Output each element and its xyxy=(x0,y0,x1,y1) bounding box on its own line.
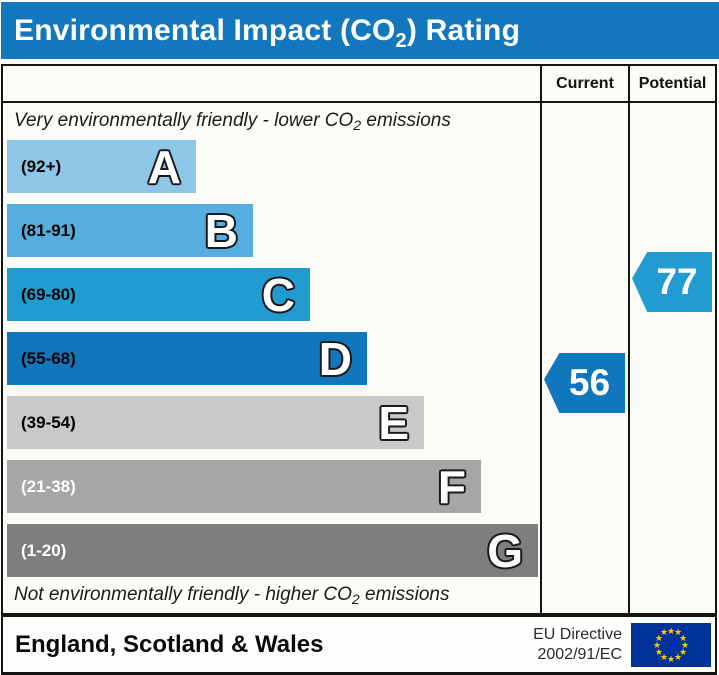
co2-subscript: 2 xyxy=(395,29,407,52)
rating-band-row: (55-68) D xyxy=(7,332,540,396)
footer: England, Scotland & Wales EU Directive 2… xyxy=(1,615,717,675)
caption-bottom-text: Not environmentally friendly - higher CO xyxy=(14,584,352,605)
rating-band-row: (1-20) G xyxy=(7,524,540,588)
eu-flag-star-icon: ★ xyxy=(659,627,669,638)
band-letter: C xyxy=(261,268,295,321)
rating-band-bar: (1-20) G xyxy=(7,524,538,577)
band-letter: B xyxy=(204,204,238,257)
band-letter: D xyxy=(318,332,352,385)
table-header-row: Current Potential xyxy=(3,66,715,103)
rating-band-bar: (55-68) D xyxy=(7,332,367,385)
eu-flag-star-icon: ★ xyxy=(652,639,662,650)
chart-area: Very environmentally friendly - lower CO… xyxy=(3,103,540,613)
potential-column-header: Potential xyxy=(628,66,715,101)
potential-marker: 77 xyxy=(632,252,712,312)
chart-title-bar: Environmental Impact (CO2) Rating xyxy=(1,2,719,59)
table-body: Very environmentally friendly - lower CO… xyxy=(3,103,715,613)
chart-column-header xyxy=(3,66,540,101)
band-range-label: (1-20) xyxy=(21,540,67,560)
rating-band-bar: (21-38) F xyxy=(7,460,481,513)
caption-top: Very environmentally friendly - lower CO… xyxy=(14,110,451,133)
band-range-label: (55-68) xyxy=(21,348,76,368)
rating-band-row: (92+) A xyxy=(7,140,540,204)
current-column: 56 xyxy=(540,103,628,613)
eu-flag-star-icon: ★ xyxy=(666,653,676,664)
band-letter: A xyxy=(147,140,181,193)
band-range-label: (81-91) xyxy=(21,220,76,240)
band-letter: G xyxy=(487,524,523,577)
rating-band-bar: (81-91) B xyxy=(7,204,253,257)
caption-top-suffix: emissions xyxy=(361,110,451,131)
eu-directive-line2: 2002/91/EC xyxy=(537,645,622,663)
rating-table: Current Potential Very environmentally f… xyxy=(1,64,717,615)
band-range-label: (69-80) xyxy=(21,284,76,304)
current-marker: 56 xyxy=(544,353,625,413)
eu-flag-star-icon: ★ xyxy=(654,632,663,643)
caption-bottom-suffix: emissions xyxy=(359,584,450,605)
potential-column: 77 xyxy=(628,103,715,613)
co2-subscript: 2 xyxy=(351,591,360,607)
band-range-label: (39-54) xyxy=(21,412,76,432)
chart-title-suffix: ) Rating xyxy=(406,13,521,47)
region-label: England, Scotland & Wales xyxy=(15,630,324,658)
band-letter: F xyxy=(437,460,466,513)
eu-flag-star-icon: ★ xyxy=(679,646,688,657)
rating-band-bar: (92+) A xyxy=(7,140,196,193)
rating-band-row: (39-54) E xyxy=(7,396,540,460)
directive-block: EU Directive 2002/91/EC ★ ★ ★ ★ ★ ★ ★ ★ ★ ★ ★ ★ xyxy=(533,622,711,667)
eu-flag-star-icon: ★ xyxy=(680,639,690,650)
eu-flag-star-icon: ★ xyxy=(666,625,676,636)
caption-bottom: Not environmentally friendly - higher CO… xyxy=(14,584,450,607)
rating-band-bar: (69-80) C xyxy=(7,268,310,321)
band-letter: E xyxy=(378,396,409,449)
band-range-label: (21-38) xyxy=(21,476,76,496)
eu-flag-star-icon: ★ xyxy=(659,651,669,662)
eu-flag-icon: ★ ★ ★ ★ ★ ★ ★ ★ ★ ★ ★ ★ xyxy=(631,622,711,667)
caption-top-text: Very environmentally friendly - lower CO xyxy=(14,110,354,131)
chart-title-text: Environmental Impact (CO xyxy=(14,13,396,47)
rating-band-row: (69-80) C xyxy=(7,268,540,332)
rating-band-row: (81-91) B xyxy=(7,204,540,268)
eu-flag-star-icon: ★ xyxy=(654,646,663,657)
potential-value: 77 xyxy=(656,261,698,302)
co2-subscript: 2 xyxy=(353,117,362,133)
eu-directive-line1: EU Directive xyxy=(533,625,622,643)
eu-flag-star-icon: ★ xyxy=(673,651,683,662)
current-column-header: Current xyxy=(540,66,628,101)
rating-bands: (92+) A (81-91) B (69-80) C (55-68) D (3… xyxy=(7,140,540,588)
current-value: 56 xyxy=(568,362,611,403)
rating-band-row: (21-38) F xyxy=(7,460,540,524)
eu-flag-star-icon: ★ xyxy=(679,632,688,643)
rating-band-bar: (39-54) E xyxy=(7,396,424,449)
eu-directive-text: EU Directive 2002/91/EC xyxy=(533,625,622,665)
eu-flag-star-icon: ★ xyxy=(673,627,683,638)
band-range-label: (92+) xyxy=(21,156,62,176)
chart-title: Environmental Impact (CO2) Rating xyxy=(14,13,521,52)
